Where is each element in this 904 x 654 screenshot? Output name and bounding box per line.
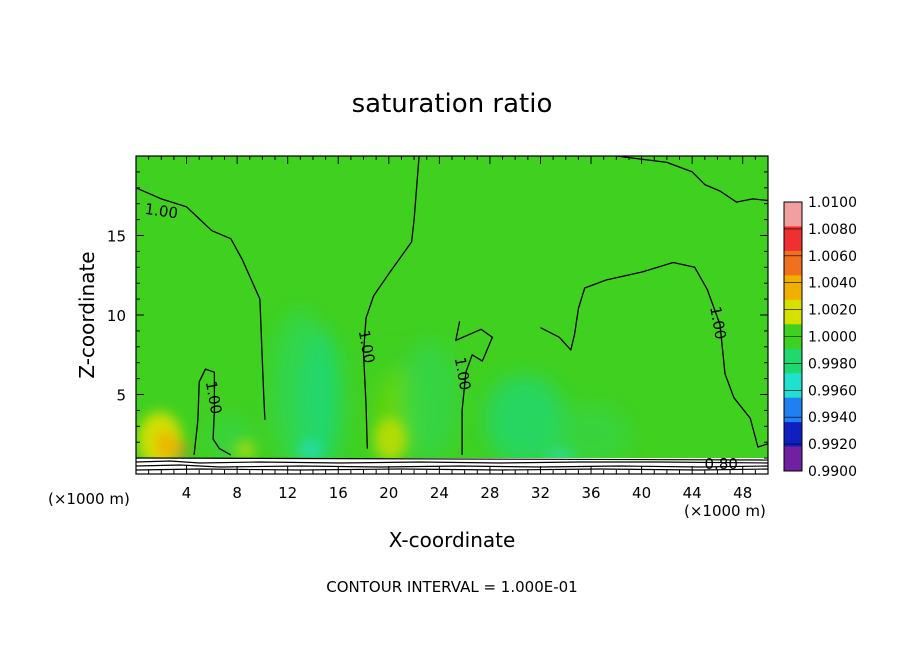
field-patch — [374, 418, 406, 462]
x-axis: 4 8 12 16 20 24 28 32 36 40 44 48 — [148, 156, 756, 502]
y-tick-label: 5 — [116, 387, 126, 405]
colorbar-label: 1.0100 — [808, 195, 857, 211]
field-patch — [156, 431, 176, 459]
surface-contour-line — [136, 457, 768, 461]
colorbar-swatch — [784, 250, 802, 276]
contour-line — [136, 187, 266, 420]
contours-one — [136, 156, 768, 456]
y-axis-label: Z-coordinate — [75, 251, 99, 378]
colorbar-label: 0.9940 — [808, 410, 857, 426]
surface-contour-line — [136, 460, 768, 464]
chart-title: saturation ratio — [352, 89, 553, 119]
y-axis: 5 10 15 — [107, 171, 768, 459]
x-axis-label: X-coordinate — [389, 528, 516, 552]
field-patch — [298, 440, 322, 460]
contour-interval-footer: CONTOUR INTERVAL = 1.000E-01 — [326, 578, 577, 596]
field-patch — [485, 375, 565, 465]
colorbar-swatch — [784, 299, 802, 325]
colorbar-swatch — [784, 275, 802, 301]
colorbar-label: 1.0080 — [808, 222, 857, 238]
contour-line — [540, 261, 768, 448]
field-patch — [176, 442, 188, 458]
colorbar-label: 0.9920 — [808, 437, 857, 453]
contour-label: 0.80 — [705, 455, 738, 473]
x-tick-label: 40 — [632, 484, 651, 502]
colorbar-swatch — [784, 202, 802, 227]
colorbar-label: 0.9900 — [808, 464, 857, 480]
colorbar-label: 1.0020 — [808, 303, 857, 319]
colorbar-swatch — [784, 226, 802, 252]
field-patch — [302, 330, 342, 470]
colorbar-label: 1.0040 — [808, 276, 857, 292]
colorbar-label: 1.0000 — [808, 330, 857, 346]
x-tick-label: 32 — [531, 484, 550, 502]
x-tick-label: 48 — [733, 484, 752, 502]
x-unit-label-left: (×1000 m) — [48, 490, 130, 508]
colorbar-swatch — [784, 446, 802, 472]
contour-line — [455, 321, 494, 455]
contour-label: 1.00 — [451, 356, 475, 392]
colorbar-swatch — [784, 422, 802, 448]
contour-label: 1.00 — [706, 305, 730, 341]
field-patch — [235, 440, 255, 460]
surface-contour-line — [136, 464, 768, 468]
colorbar-swatch — [784, 373, 802, 399]
x-tick-label: 4 — [182, 484, 192, 502]
x-tick-label: 36 — [581, 484, 600, 502]
contour-labels: 1.00 1.00 1.00 1.00 1.00 0.80 — [144, 200, 738, 473]
surface-contours — [136, 457, 768, 474]
colorbar-label: 0.9960 — [808, 383, 857, 399]
x-tick-label: 16 — [329, 484, 348, 502]
x-tick-label: 12 — [278, 484, 297, 502]
field-patch — [402, 340, 458, 460]
y-tick-label: 15 — [107, 228, 126, 246]
contour-label: 1.00 — [144, 200, 180, 222]
colorbar: 1.0100 1.0080 1.0060 1.0040 1.0020 1.0000 0.99… — [783, 195, 857, 480]
blob-layer-warm — [138, 412, 576, 468]
x-tick-label: 44 — [683, 484, 702, 502]
plot-area — [136, 156, 768, 474]
colorbar-swatch — [784, 397, 802, 423]
colorbar-swatch — [784, 348, 802, 374]
contour-line — [616, 156, 768, 203]
contour-label: 1.00 — [355, 329, 379, 365]
contour-label: 1.00 — [202, 380, 226, 416]
x-tick-label: 28 — [480, 484, 499, 502]
x-tick-label: 20 — [379, 484, 398, 502]
surface-contour-line — [136, 468, 768, 471]
x-tick-label: 24 — [430, 484, 449, 502]
contour-line — [362, 156, 420, 449]
contour-line — [193, 368, 232, 456]
y-tick-label: 10 — [107, 307, 126, 325]
blob-layer — [208, 310, 630, 470]
x-tick-label: 8 — [232, 484, 242, 502]
colorbar-label: 0.9980 — [808, 356, 857, 372]
colorbar-label: 1.0060 — [808, 249, 857, 265]
x-unit-label-right: (×1000 m) — [684, 502, 766, 520]
